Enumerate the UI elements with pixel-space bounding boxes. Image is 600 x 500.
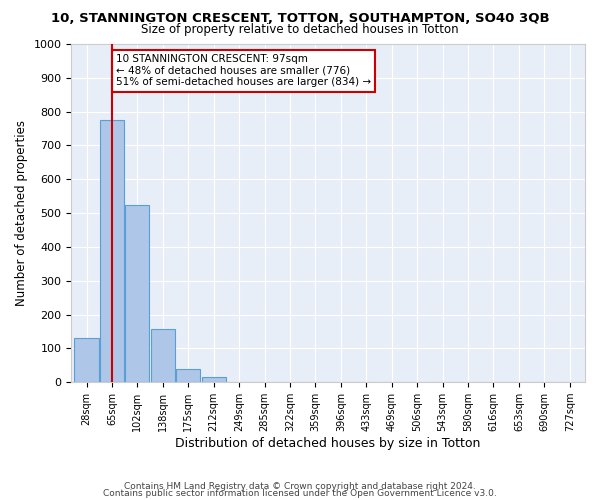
Y-axis label: Number of detached properties: Number of detached properties (15, 120, 28, 306)
Text: Size of property relative to detached houses in Totton: Size of property relative to detached ho… (141, 22, 459, 36)
Text: Contains HM Land Registry data © Crown copyright and database right 2024.: Contains HM Land Registry data © Crown c… (124, 482, 476, 491)
X-axis label: Distribution of detached houses by size in Totton: Distribution of detached houses by size … (175, 437, 481, 450)
Text: Contains public sector information licensed under the Open Government Licence v3: Contains public sector information licen… (103, 490, 497, 498)
Bar (125, 205, 149, 382)
Text: 10 STANNINGTON CRESCENT: 97sqm
← 48% of detached houses are smaller (776)
51% of: 10 STANNINGTON CRESCENT: 97sqm ← 48% of … (116, 54, 371, 88)
Bar (202, 378, 226, 382)
Bar (151, 329, 175, 382)
Bar (176, 370, 200, 382)
Text: 10, STANNINGTON CRESCENT, TOTTON, SOUTHAMPTON, SO40 3QB: 10, STANNINGTON CRESCENT, TOTTON, SOUTHA… (50, 12, 550, 26)
Bar (74, 338, 98, 382)
Bar (100, 120, 124, 382)
